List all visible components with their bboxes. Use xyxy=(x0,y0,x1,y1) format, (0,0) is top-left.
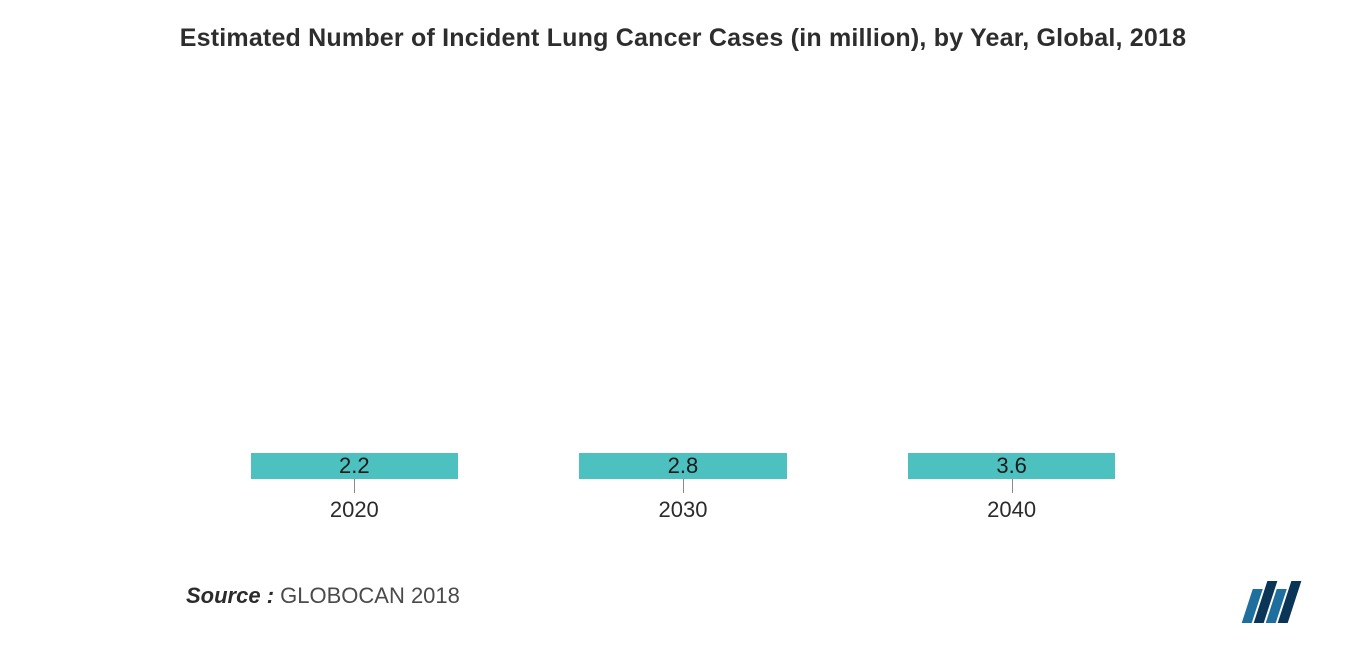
bar-slot-2040: 3.6 2040 xyxy=(847,453,1176,479)
x-label-2030: 2030 xyxy=(659,497,708,523)
chart-title: Estimated Number of Incident Lung Cancer… xyxy=(0,24,1366,53)
x-label-2040: 2040 xyxy=(987,497,1036,523)
x-tick-2030 xyxy=(683,479,684,493)
bar-value-2030: 2.8 xyxy=(668,453,699,479)
chart-container: Estimated Number of Incident Lung Cancer… xyxy=(0,0,1366,655)
source-line: Source : GLOBOCAN 2018 xyxy=(186,583,460,609)
x-tick-2040 xyxy=(1012,479,1013,493)
bar-2020: 2.2 xyxy=(251,453,458,479)
plot-area: 2.2 2020 2.8 2030 3.6 2040 xyxy=(190,119,1176,479)
bar-value-2020: 2.2 xyxy=(339,453,370,479)
x-label-2020: 2020 xyxy=(330,497,379,523)
bar-2040: 3.6 xyxy=(908,453,1115,479)
source-text: GLOBOCAN 2018 xyxy=(274,583,460,608)
bar-slot-2030: 2.8 2030 xyxy=(519,453,848,479)
bar-2030: 2.8 xyxy=(579,453,786,479)
bar-slot-2020: 2.2 2020 xyxy=(190,453,519,479)
source-label: Source : xyxy=(186,583,274,608)
bar-value-2040: 3.6 xyxy=(996,453,1027,479)
bars-group: 2.2 2020 2.8 2030 3.6 2040 xyxy=(190,119,1176,479)
brand-logo-icon xyxy=(1234,579,1306,623)
x-tick-2020 xyxy=(354,479,355,493)
